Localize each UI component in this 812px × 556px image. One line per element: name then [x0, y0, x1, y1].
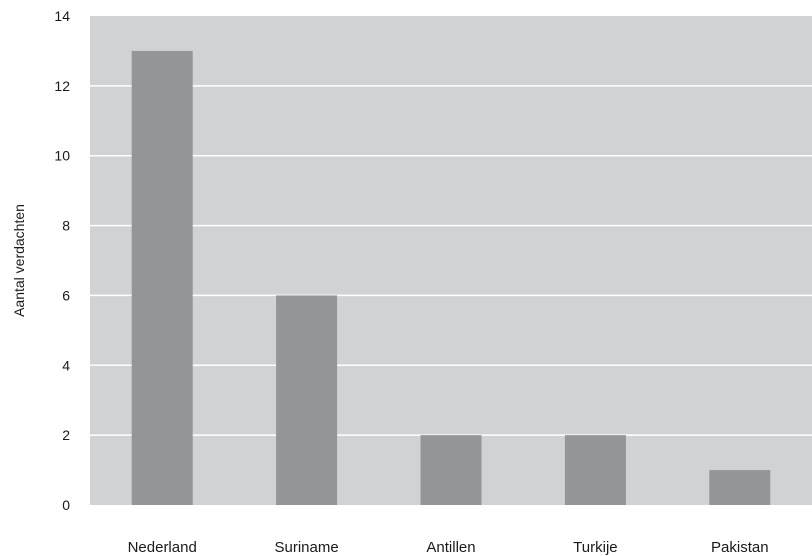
bar-suriname	[276, 295, 338, 505]
y-tick-label: 0	[62, 497, 70, 513]
y-tick-label: 4	[62, 357, 70, 373]
x-category-label: Nederland	[128, 539, 197, 556]
bar-turkije	[564, 435, 626, 505]
bar-nederland	[131, 50, 193, 506]
x-axis-labels: Nederland Suriname Antillen Turkije Pakistan	[128, 539, 769, 556]
y-tick-label: 2	[62, 427, 70, 443]
plot-background	[90, 16, 812, 505]
x-category-label: Pakistan	[711, 539, 769, 556]
y-axis-ticks: 0 2 4 6 8 10 12 14	[54, 8, 70, 513]
y-tick-label: 8	[62, 218, 70, 234]
y-tick-label: 12	[54, 78, 70, 94]
gridlines	[90, 85, 812, 436]
y-tick-label: 6	[62, 287, 70, 303]
x-category-label: Antillen	[426, 539, 475, 556]
x-category-label: Turkije	[573, 539, 617, 556]
bar-antillen	[420, 435, 482, 505]
y-tick-label: 14	[54, 8, 70, 24]
bars	[131, 50, 771, 506]
x-category-label: Suriname	[274, 539, 338, 556]
y-axis-title: Aantal verdachten	[11, 204, 27, 317]
bar-pakistan	[709, 470, 771, 505]
y-tick-label: 10	[54, 148, 70, 164]
